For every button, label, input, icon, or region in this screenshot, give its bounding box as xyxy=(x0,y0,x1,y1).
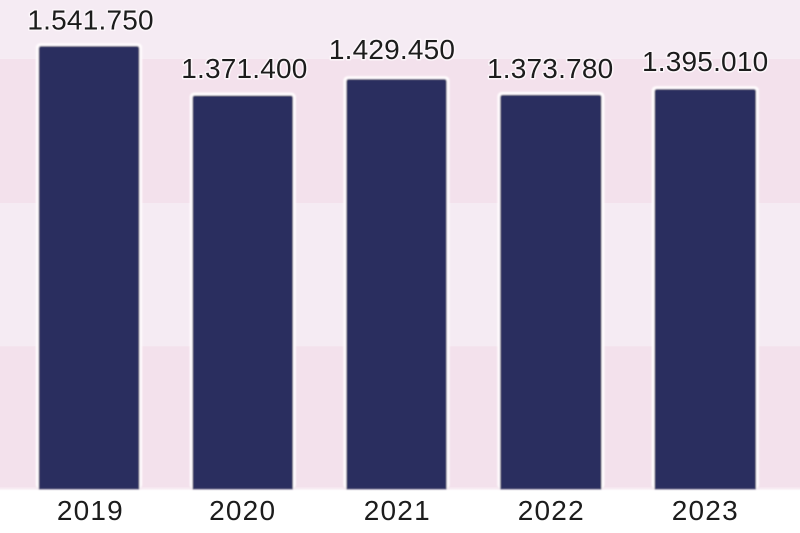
svg-text:2023: 2023 xyxy=(672,495,739,526)
svg-text:2019: 2019 xyxy=(57,495,124,526)
svg-text:1.395.010: 1.395.010 xyxy=(642,46,768,77)
svg-text:1.429.450: 1.429.450 xyxy=(329,34,455,65)
svg-text:2020: 2020 xyxy=(209,495,276,526)
svg-text:1.373.780: 1.373.780 xyxy=(487,53,613,84)
svg-text:1.541.750: 1.541.750 xyxy=(27,4,153,35)
svg-text:1.371.400: 1.371.400 xyxy=(181,53,307,84)
svg-text:2022: 2022 xyxy=(518,495,585,526)
svg-text:2021: 2021 xyxy=(364,495,431,526)
